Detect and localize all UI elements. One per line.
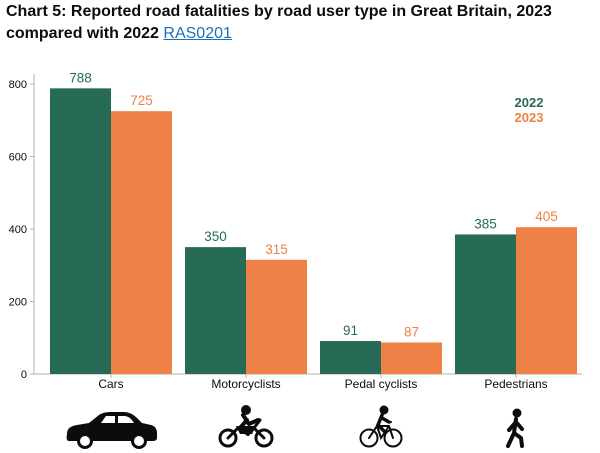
chart-title-text: Chart 5: Reported road fatalities by roa… bbox=[6, 3, 552, 42]
category-label: Cars bbox=[98, 377, 123, 391]
bars: 788 725 350 315 91 87 385 405 bbox=[50, 70, 577, 374]
legend-entry-2022: 2022 bbox=[515, 95, 544, 110]
cyclist-head bbox=[379, 405, 389, 415]
category-label: Pedestrians bbox=[484, 377, 547, 391]
category-icons bbox=[66, 405, 524, 449]
bicycle-wheel bbox=[383, 428, 403, 448]
y-tick-label: 0 bbox=[21, 369, 27, 381]
y-tick-label: 600 bbox=[9, 152, 27, 164]
car-window bbox=[118, 416, 134, 423]
chart-title: Chart 5: Reported road fatalities by roa… bbox=[6, 1, 598, 45]
bar-2022 bbox=[50, 88, 111, 374]
car-wheel bbox=[131, 433, 147, 449]
data-label-2022: 385 bbox=[474, 216, 497, 231]
bar-2022 bbox=[185, 247, 246, 374]
bar-2023 bbox=[246, 259, 307, 374]
source-link-ras0201[interactable]: RAS0201 bbox=[163, 25, 232, 42]
motorcycle-wheel bbox=[218, 428, 238, 448]
car-wheel bbox=[77, 433, 93, 449]
rider-head bbox=[241, 405, 251, 415]
bicycle-icon bbox=[359, 405, 403, 448]
bar-2023 bbox=[381, 342, 442, 374]
data-label-2023: 725 bbox=[130, 93, 153, 108]
y-tick-label: 800 bbox=[9, 79, 27, 91]
data-label-2023: 405 bbox=[535, 209, 558, 224]
bicycle-wheel bbox=[359, 428, 379, 448]
bar-2022 bbox=[455, 234, 516, 374]
car-body bbox=[66, 412, 157, 441]
data-label-2022: 788 bbox=[69, 70, 92, 85]
y-tick-label: 400 bbox=[9, 224, 27, 236]
data-label-2022: 350 bbox=[204, 229, 227, 244]
motorcycle-wheel bbox=[254, 428, 274, 448]
bar-2023 bbox=[111, 111, 172, 374]
data-label-2023: 315 bbox=[265, 242, 288, 257]
car-icon bbox=[66, 412, 157, 449]
rider-body bbox=[237, 413, 260, 436]
bar-2023 bbox=[516, 227, 577, 374]
car-window bbox=[101, 416, 115, 423]
pedestrian-body bbox=[506, 417, 524, 448]
y-tick-label: 200 bbox=[9, 297, 27, 309]
data-label-2023: 87 bbox=[404, 324, 419, 339]
category-label: Pedal cyclists bbox=[345, 377, 418, 391]
pedestrian-icon bbox=[506, 408, 524, 448]
bar-2022 bbox=[320, 341, 381, 374]
legend-entry-2023: 2023 bbox=[515, 110, 544, 125]
motorcycle-icon bbox=[218, 405, 274, 448]
pedestrian-head bbox=[512, 408, 522, 418]
cyclist-body bbox=[375, 413, 391, 433]
category-label: Motorcyclists bbox=[211, 377, 280, 391]
data-label-2022: 91 bbox=[343, 323, 358, 338]
axes: 0 200 400 600 800 Cars Motorcyclists Pedal cycl… bbox=[9, 74, 582, 391]
